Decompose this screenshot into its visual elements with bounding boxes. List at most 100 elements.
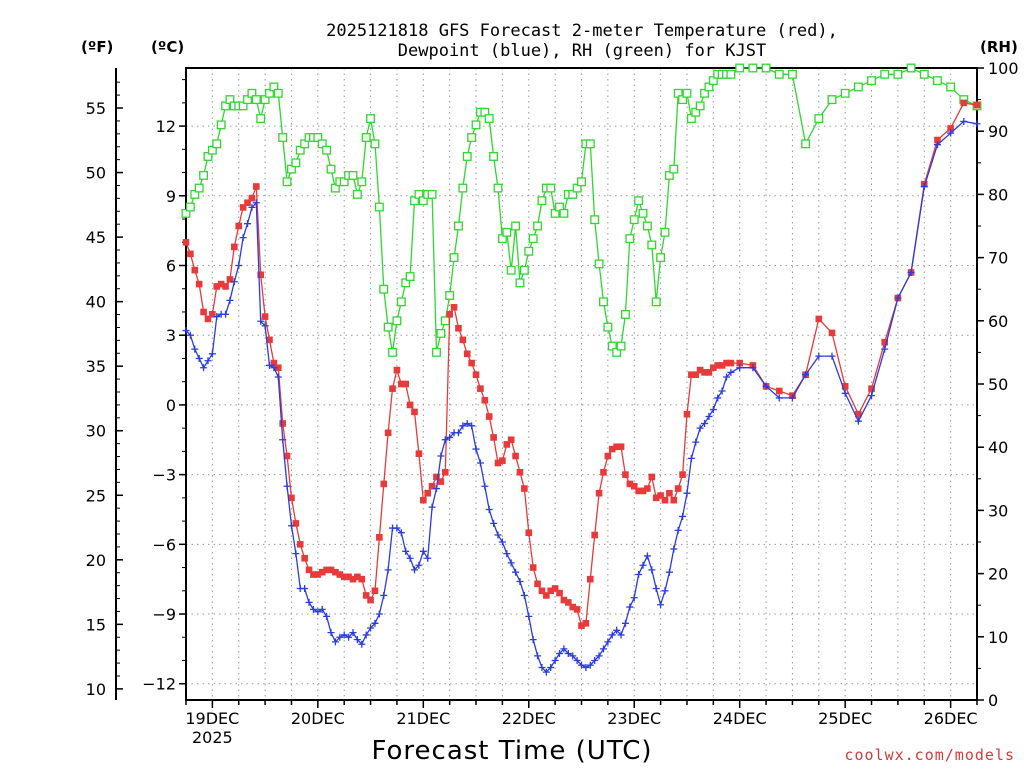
rh-point (291, 158, 301, 168)
rh-point (489, 152, 499, 161)
rh-point (603, 322, 613, 332)
temperature-point (635, 487, 642, 495)
dewpoint-point (498, 538, 506, 546)
temperature-point (327, 566, 335, 574)
rh-point (361, 133, 371, 142)
rh-point (801, 139, 811, 149)
temperature-point (420, 496, 427, 504)
temperature-point (521, 485, 528, 492)
dewpoint-point (564, 650, 572, 658)
rh-tick-label: 0 (988, 691, 998, 710)
temperature-point (349, 575, 357, 583)
rh-point (533, 221, 543, 231)
rh-point (735, 63, 745, 73)
dewpoint-point (569, 652, 577, 660)
temperature-point (217, 280, 225, 288)
temperature-point (248, 194, 256, 202)
dewpoint-point (397, 529, 405, 537)
rh-point (787, 69, 797, 79)
dewpoint-point (573, 657, 581, 664)
dewpoint-point (472, 445, 480, 453)
rh-point (199, 170, 209, 180)
dewpoint-point (454, 429, 462, 437)
tick-labels: 129630−3−6−9−125550454035302520151010090… (86, 59, 1019, 747)
dewpoint-point (613, 626, 621, 634)
celsius-tick-label: 0 (166, 396, 176, 415)
temperature-point (569, 603, 577, 611)
temperature-point (411, 408, 418, 416)
celsius-tick-label: −9 (152, 605, 176, 624)
rh-point (467, 133, 477, 142)
rh-point (669, 164, 679, 174)
temperature-point (437, 478, 445, 485)
dewpoint-point (375, 610, 383, 618)
x-tick-label: 25DEC (818, 709, 872, 728)
dewpoint-point (815, 352, 823, 360)
dewpoint-point (340, 631, 348, 639)
temperature-point (209, 310, 216, 318)
rh-point (774, 69, 784, 79)
celsius-tick-label: −12 (142, 675, 176, 694)
dewpoint-point (305, 598, 313, 606)
rh-point (660, 227, 670, 237)
temperature-point (639, 487, 647, 495)
dewpoint-point (775, 394, 783, 402)
dewpoint-point (314, 608, 322, 616)
dewpoint-point (648, 566, 656, 574)
temperature-point (398, 380, 405, 388)
dewpoint-point (309, 605, 317, 613)
dewpoint-point (463, 420, 471, 427)
temperature-point (494, 459, 502, 467)
dewpoint-point (551, 657, 559, 664)
rh-point (814, 114, 824, 124)
dewpoint-point (736, 364, 744, 372)
temperature-point (292, 520, 300, 527)
dewpoint-point (516, 578, 524, 585)
temperature-point (855, 410, 862, 418)
dewpoint-point (244, 220, 252, 228)
rh-point (506, 265, 516, 275)
dewpoint-point (384, 566, 392, 574)
dewpoint-point (582, 663, 590, 671)
temperature-point (274, 364, 282, 372)
dewpoint-point (257, 317, 265, 325)
rh-point (445, 291, 455, 300)
temperature-point (253, 183, 260, 190)
rh-point (642, 221, 652, 231)
temperature-point (182, 238, 190, 246)
dewpoint-point (639, 561, 647, 569)
dewpoint-point (920, 183, 928, 190)
temperature-point (239, 204, 247, 211)
temperature-point (556, 589, 563, 597)
dewpoint-point (538, 663, 546, 671)
rh-point (634, 196, 644, 206)
x-tick-label: 21DEC (396, 709, 450, 728)
rh-point (906, 63, 916, 73)
rh-point (933, 76, 942, 86)
x-tick-label: 23DEC (607, 709, 661, 728)
dewpoint-point (595, 652, 603, 660)
rh-point (392, 316, 402, 326)
temperature-point (226, 276, 234, 283)
rh-point (528, 234, 538, 244)
dewpoint-point (367, 624, 375, 632)
temperature-point (881, 338, 889, 346)
dewpoint-point (481, 482, 489, 490)
rh-point (880, 69, 890, 79)
dewpoint-point (428, 503, 436, 511)
temperature-point (503, 441, 511, 448)
rh-unit-label: (RH) (980, 38, 1018, 56)
rh-point (432, 347, 441, 357)
rh-tick-label: 40 (988, 438, 1008, 457)
dewpoint-point (283, 482, 291, 490)
celsius-tick-label: 9 (166, 187, 176, 206)
rh-point (656, 253, 666, 263)
dewpoint-point (520, 591, 528, 599)
dewpoint-point (683, 489, 691, 497)
temperature-point (736, 359, 743, 367)
dewpoint-point (534, 652, 542, 660)
temperature-point (600, 468, 607, 476)
temperature-point (547, 587, 555, 595)
rh-point (559, 208, 569, 218)
